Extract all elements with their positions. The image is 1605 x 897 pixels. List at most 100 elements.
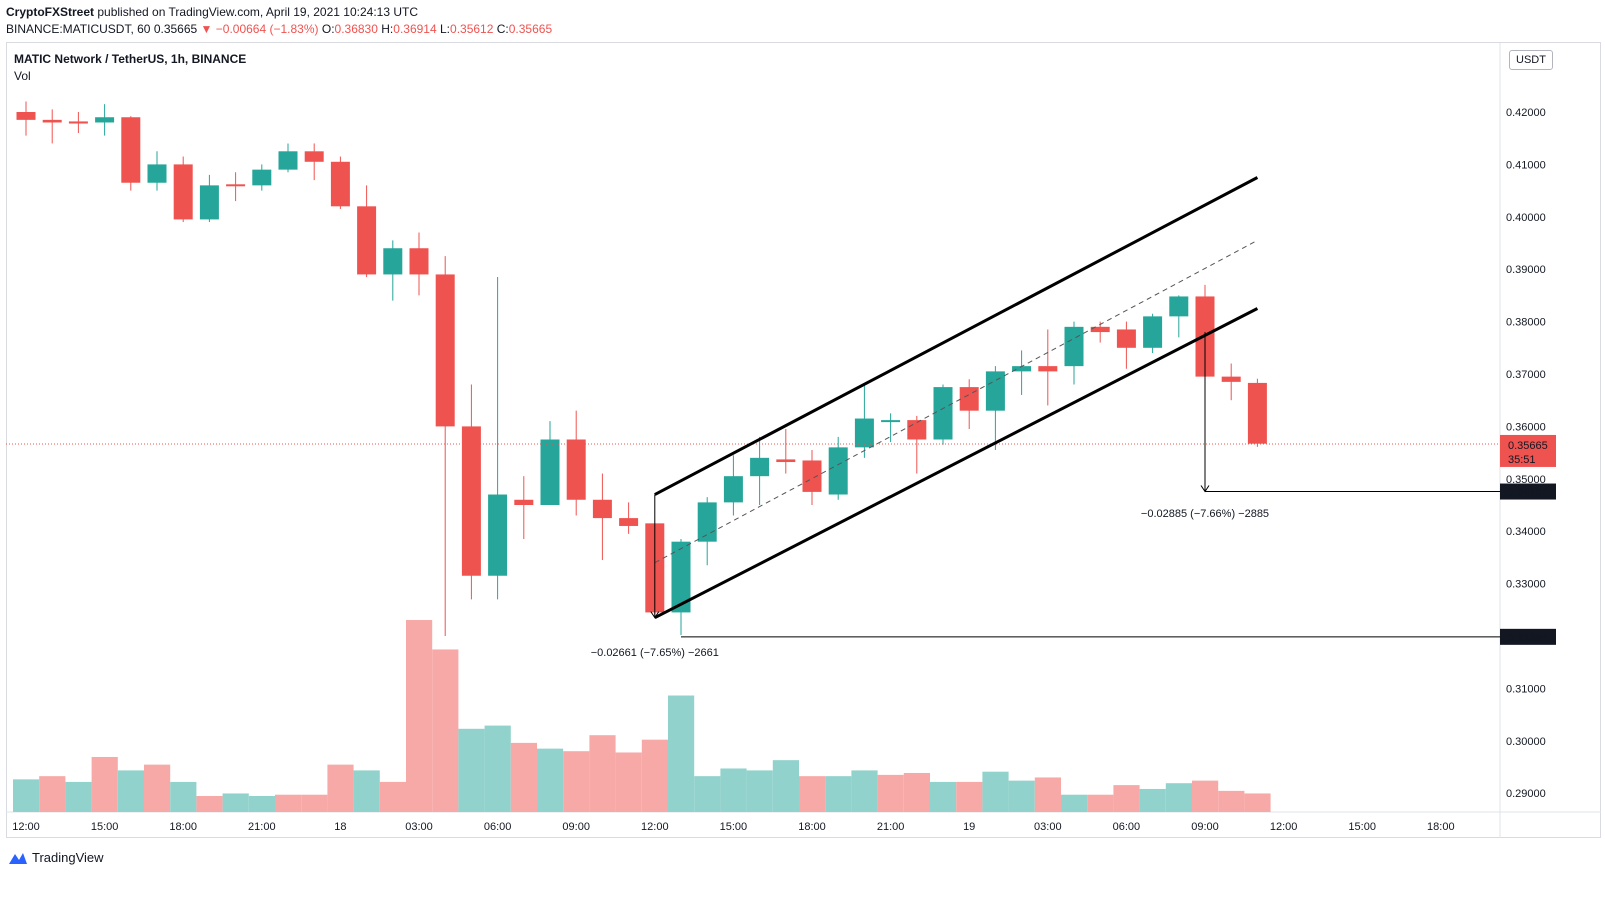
volume-bar	[91, 756, 118, 812]
volume-bar	[196, 796, 223, 812]
y-tick-label: 0.41000	[1506, 159, 1546, 171]
close-label: C:	[496, 22, 509, 36]
candle-body	[540, 439, 560, 505]
measure-label-1: −0.02661 (−7.65%) −2661	[591, 647, 719, 659]
candle-body	[907, 420, 927, 440]
candle-body	[383, 248, 403, 275]
candle-body	[1038, 366, 1058, 372]
y-tick-label: 0.39000	[1506, 264, 1546, 276]
volume-bar	[170, 781, 197, 812]
volume-bar	[1139, 788, 1166, 812]
last-price: 0.35665	[153, 22, 198, 36]
candle-body	[881, 420, 901, 423]
y-tick-label: 0.40000	[1506, 212, 1546, 224]
candle-body	[1169, 296, 1189, 317]
open-label: O:	[321, 22, 335, 36]
candle-body	[16, 112, 36, 120]
candle-body	[252, 169, 272, 186]
x-tick-label: 21:00	[248, 821, 276, 833]
candle-body	[1116, 329, 1136, 348]
volume-bar	[1244, 793, 1271, 812]
last-price-label-bg	[1500, 434, 1556, 467]
last-price-label: 0.35665	[1508, 440, 1548, 452]
volume-bar	[825, 776, 852, 812]
candle-body	[1143, 316, 1163, 348]
volume-bar	[1192, 780, 1219, 812]
x-tick-label: 12:00	[1270, 821, 1298, 833]
x-tick-label: 18	[334, 821, 346, 833]
open-value: 0.36830	[334, 22, 378, 36]
y-tick-label: 0.38000	[1506, 317, 1546, 329]
measure-label-2: −0.02885 (−7.66%) −2885	[1141, 508, 1269, 520]
candle-body	[933, 387, 953, 440]
candle-body	[828, 447, 848, 495]
candle-body	[199, 185, 219, 220]
y-tick-label: 0.29000	[1506, 788, 1546, 800]
candle-body	[488, 494, 508, 576]
volume-bar	[930, 781, 957, 812]
x-tick-label: 15:00	[91, 821, 119, 833]
change-value: ▼ −0.00664 (−1.83%)	[200, 22, 319, 36]
candle-body	[1221, 376, 1241, 382]
volume-bar	[956, 781, 983, 812]
volume-bar	[301, 794, 328, 812]
candle-body	[278, 151, 298, 170]
brand[interactable]: TradingView	[8, 850, 104, 865]
tradingview-logo-icon	[9, 852, 27, 864]
x-tick-label: 09:00	[562, 821, 590, 833]
chart-frame	[6, 42, 1601, 838]
y-tick-label: 0.30000	[1506, 736, 1546, 748]
measure-arrow-head	[1200, 485, 1210, 493]
currency-button[interactable]: USDT	[1509, 50, 1553, 70]
candle-body	[750, 457, 770, 477]
volume-bar	[746, 770, 773, 812]
y-tick-label: 0.33000	[1506, 579, 1546, 591]
candle-body	[802, 460, 822, 492]
x-tick-label: 19	[963, 821, 975, 833]
volume-bar	[877, 774, 904, 812]
candle-body	[985, 371, 1005, 411]
volume-bar	[144, 764, 171, 812]
target1-price-label-bg	[1500, 483, 1556, 500]
volume-bar	[903, 772, 930, 812]
volume-bar	[720, 768, 747, 812]
volume-bar	[117, 770, 144, 812]
ohlc-line: BINANCE:MATICUSDT, 60 0.35665 ▼ −0.00664…	[6, 22, 552, 36]
volume-bar	[1218, 790, 1245, 812]
volume-bar	[458, 728, 485, 812]
close-value: 0.35665	[508, 22, 553, 36]
candle-body	[68, 121, 88, 124]
volume-bar	[13, 779, 40, 812]
candle-body	[1012, 366, 1032, 372]
candle-body	[121, 117, 141, 183]
candle-body	[723, 476, 743, 503]
volume-bar	[799, 776, 826, 812]
candle-body	[671, 541, 691, 613]
candle-body	[42, 119, 62, 123]
volume-bar	[641, 739, 668, 812]
volume-bar	[772, 760, 799, 812]
symbol-label: BINANCE:MATICUSDT, 60	[6, 22, 151, 36]
y-tick-label: 0.35000	[1506, 474, 1546, 486]
countdown-label: 35:51	[1508, 454, 1536, 466]
volume-bar	[1087, 794, 1114, 812]
candle-body	[592, 499, 612, 519]
volume-bar	[563, 751, 590, 812]
volume-bar	[982, 771, 1009, 812]
x-tick-label: 18:00	[169, 821, 197, 833]
volume-bar	[353, 770, 380, 812]
candle-body	[514, 499, 534, 505]
volume-bar	[222, 793, 249, 812]
publisher-name[interactable]: CryptoFXStreet	[6, 5, 95, 19]
brand-label: TradingView	[32, 850, 104, 865]
volume-bar	[432, 649, 459, 812]
x-tick-label: 12:00	[12, 821, 40, 833]
volume-bar	[694, 776, 721, 812]
volume-bar	[484, 725, 511, 812]
candle-body	[854, 418, 874, 448]
series-legend: MATIC Network / TetherUS, 1h, BINANCE	[14, 52, 247, 66]
low-label: L:	[440, 22, 451, 36]
candle-body	[304, 151, 324, 162]
y-tick-label: 0.42000	[1506, 107, 1546, 119]
